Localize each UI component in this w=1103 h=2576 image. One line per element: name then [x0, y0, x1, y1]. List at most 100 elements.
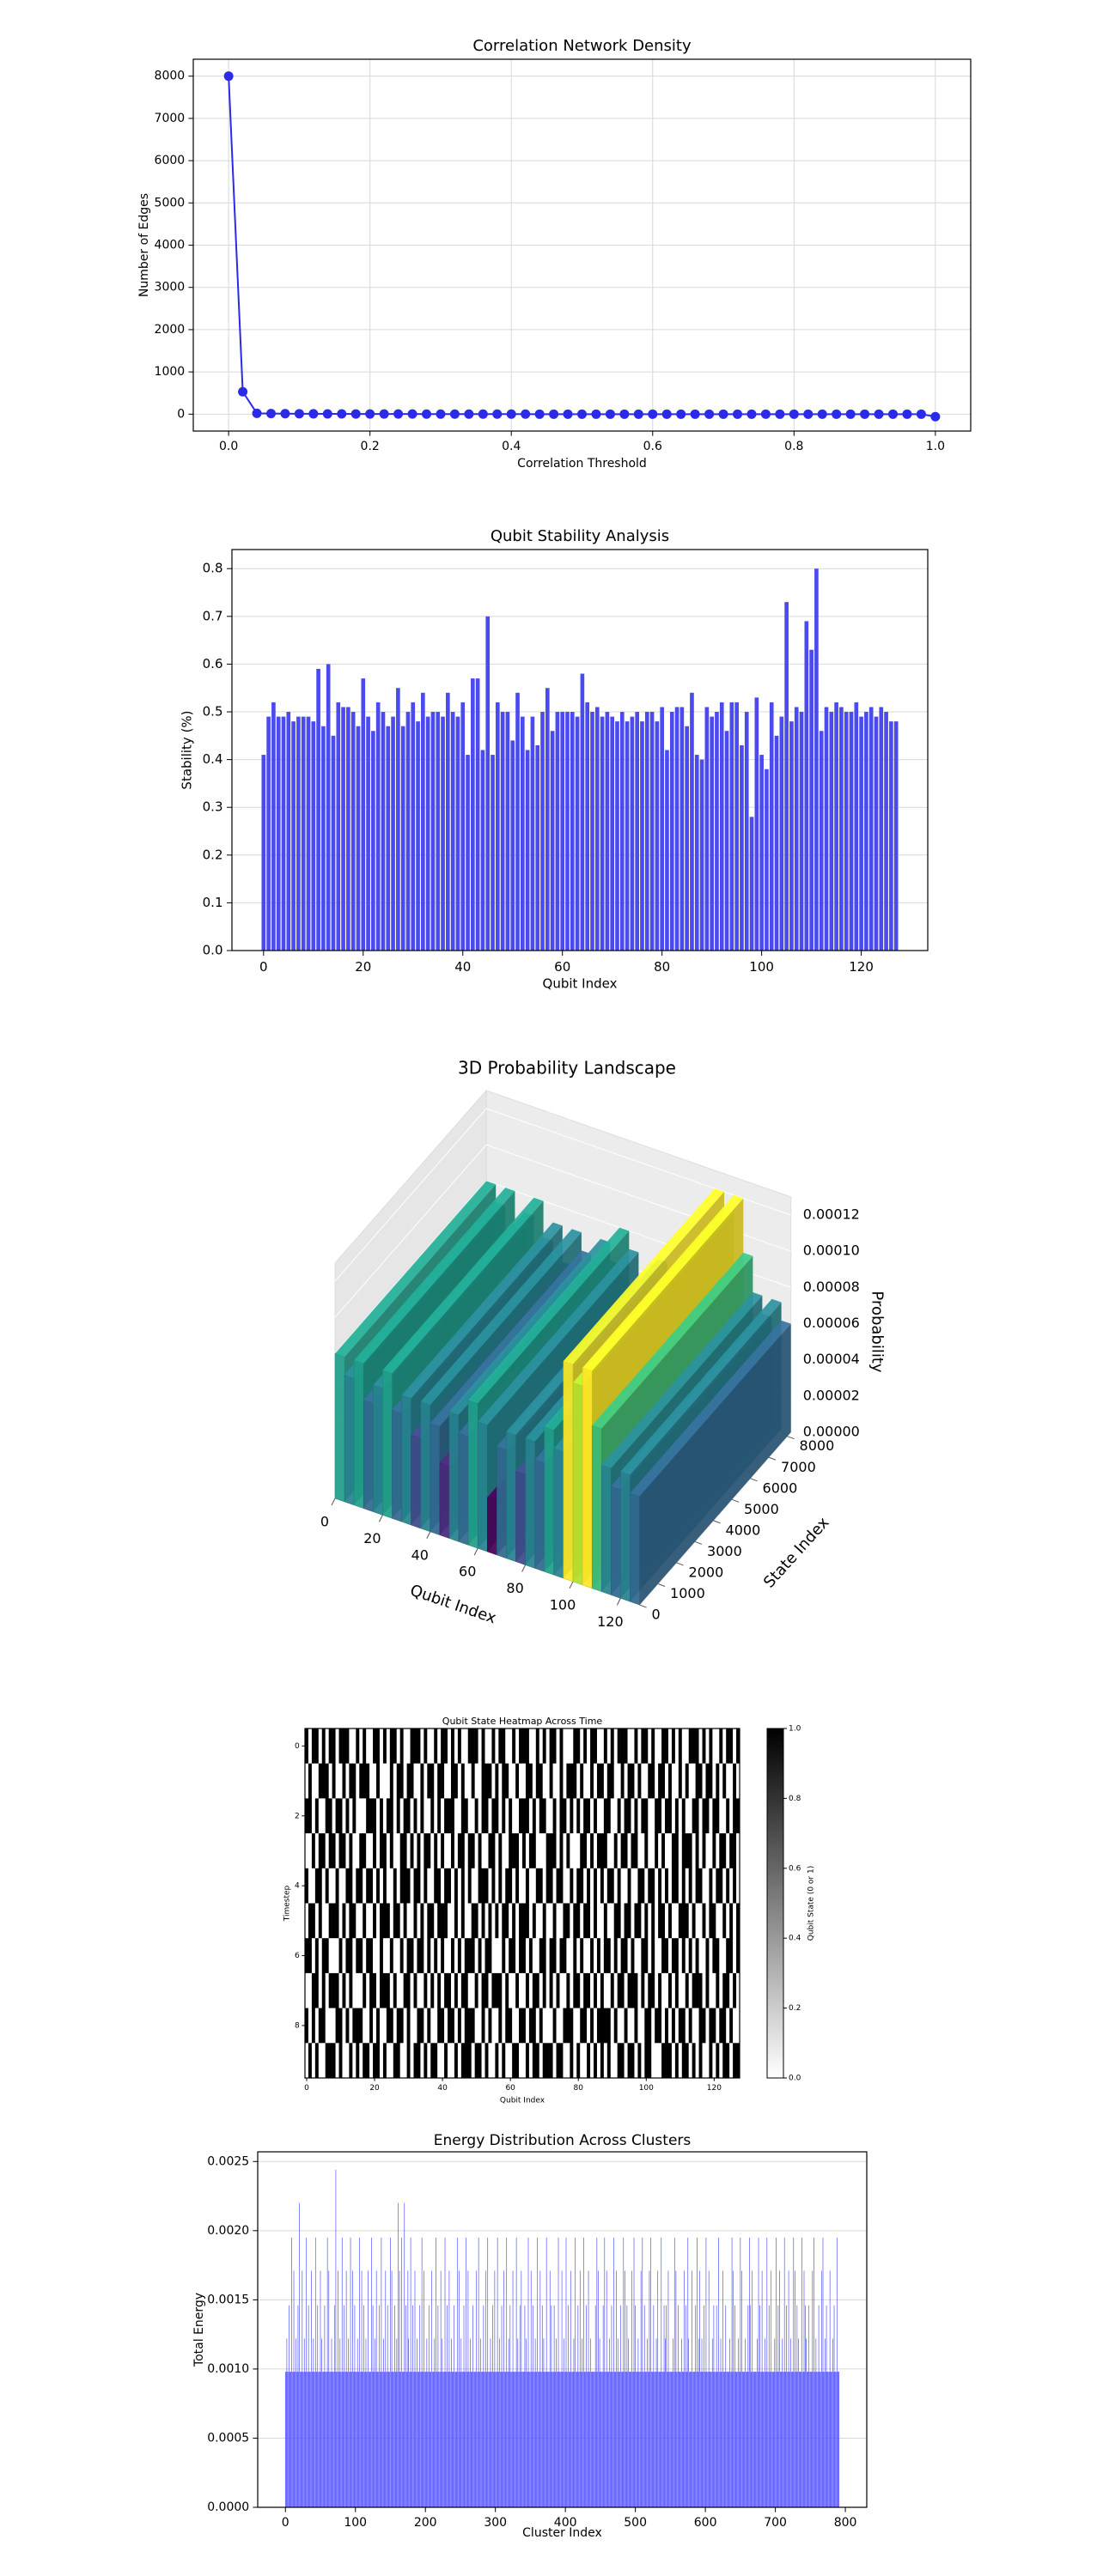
bar — [439, 2372, 440, 2507]
heatmap-cell — [321, 1868, 326, 1904]
heatmap-cell — [478, 1903, 482, 1939]
heatmap-cell — [379, 1972, 384, 2008]
heatmap-cell — [509, 1798, 513, 1834]
data-point — [690, 409, 700, 419]
heatmap-cell — [709, 1833, 713, 1869]
column-front — [525, 1437, 535, 1569]
colorbar-label: Qubit State (0 or 1) — [807, 1866, 816, 1941]
bar — [682, 2372, 684, 2507]
heatmap-cell — [399, 1903, 404, 1939]
heatmap-cell — [495, 1833, 499, 1869]
heatmap-cell — [542, 1798, 546, 1834]
heatmap-cell — [484, 1972, 489, 2008]
heatmap-cell — [515, 1903, 520, 1939]
heatmap-cell — [444, 1763, 448, 1799]
heatmap-cell — [631, 1868, 635, 1904]
data-point — [803, 409, 814, 419]
heatmap-cell — [403, 1903, 407, 1939]
bar — [435, 2372, 436, 2507]
bar — [681, 2372, 683, 2507]
heatmap-cell — [576, 2043, 581, 2079]
heatmap-cell — [373, 2008, 377, 2044]
heatmap-cell — [311, 1868, 316, 1904]
heatmap-cell — [393, 1938, 398, 1974]
heatmap-cell — [658, 2043, 662, 2079]
heatmap-cell — [726, 1868, 730, 1904]
heatmap-cell — [644, 1798, 649, 1834]
heatmap-cell — [634, 1903, 638, 1939]
heatmap-cell — [437, 1833, 442, 1869]
heatmap-cell — [464, 1868, 469, 1904]
bar — [698, 2338, 700, 2507]
heatmap-cell — [522, 2008, 527, 2044]
heatmap-cell — [587, 1938, 591, 1974]
heatmap-cell — [698, 1798, 703, 1834]
bar — [286, 2338, 288, 2507]
heatmap-cell — [481, 1972, 485, 2008]
heatmap-cell — [484, 1798, 489, 1834]
x-tick-label: 100 — [749, 959, 774, 975]
bar — [368, 2270, 369, 2507]
bar — [692, 2372, 694, 2507]
data-point — [605, 409, 615, 419]
heatmap-cell — [613, 1938, 618, 1974]
data-point — [379, 409, 389, 419]
heatmap-cell — [314, 1728, 320, 1764]
heatmap-cell — [692, 1833, 696, 1869]
heatmap-cell — [454, 1868, 459, 1904]
heatmap-cell — [363, 1903, 367, 1939]
heatmap-cell — [634, 2043, 638, 2079]
heatmap-cell — [332, 1833, 336, 1869]
bar — [550, 731, 555, 951]
heatmap-cell — [590, 1938, 594, 1974]
bar — [413, 2372, 415, 2507]
heatmap-cell — [712, 1938, 716, 1974]
heatmap-cell — [519, 1868, 523, 1904]
heatmap-cell — [637, 1972, 642, 2008]
heatmap-cell — [454, 1798, 459, 1834]
heatmap-cell — [576, 1972, 581, 2008]
heatmap-cell — [729, 1903, 734, 1939]
bar — [452, 2372, 454, 2507]
heatmap-cell — [464, 1903, 469, 1939]
heatmap-cell — [363, 1972, 367, 2008]
bar — [606, 2270, 607, 2507]
y-tick-label: 0.0 — [203, 943, 223, 958]
heatmap-cell — [722, 1903, 727, 1939]
bar — [568, 2372, 570, 2507]
bar — [344, 2372, 345, 2507]
bar — [553, 2305, 555, 2507]
heatmap-cell — [410, 2008, 414, 2044]
heatmap-cell — [559, 1903, 564, 1939]
heatmap-cell — [332, 1763, 336, 1799]
heatmap-cell — [539, 1972, 544, 2008]
bar — [609, 2372, 611, 2507]
heatmap-cell — [610, 1938, 615, 1974]
y-tick-label: 0.5 — [203, 704, 223, 720]
heatmap-cell — [655, 1763, 659, 1799]
heatmap-cell — [450, 1728, 455, 1764]
bar — [747, 2305, 749, 2507]
heatmap-cell — [488, 1763, 492, 1799]
heatmap-cell — [617, 1833, 621, 1869]
heatmap-cell — [549, 2043, 553, 2079]
heatmap-cell — [613, 1972, 618, 2008]
heatmap-cell — [410, 1833, 414, 1869]
bar — [375, 2372, 376, 2507]
heatmap-cell — [596, 1833, 601, 1869]
heatmap-cell — [559, 1763, 564, 1799]
bar — [306, 2237, 308, 2507]
heatmap-cell — [332, 2043, 336, 2079]
heatmap-cell — [460, 1938, 466, 1974]
heatmap-cell — [692, 1972, 696, 2008]
heatmap-cell — [457, 1972, 462, 2008]
bar — [451, 2372, 453, 2507]
bar — [784, 2372, 786, 2507]
bar — [303, 2338, 305, 2507]
heatmap-cell — [709, 1972, 713, 2008]
heatmap-cell — [719, 1903, 723, 1939]
heatmap-cell — [695, 2008, 699, 2044]
heatmap-cell — [627, 1798, 631, 1834]
x-tick-label: 0 — [320, 1514, 329, 1530]
